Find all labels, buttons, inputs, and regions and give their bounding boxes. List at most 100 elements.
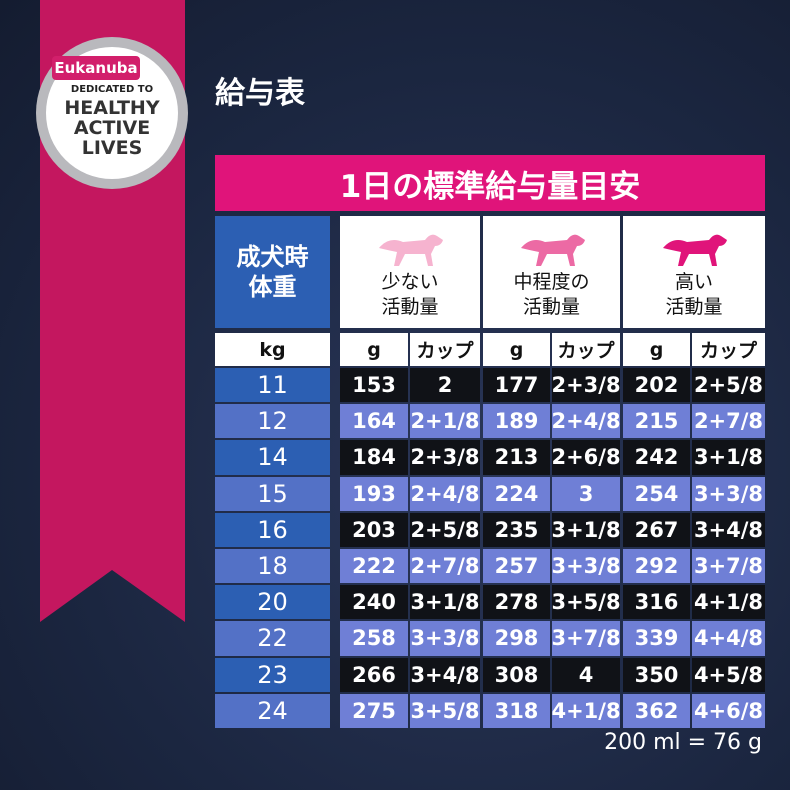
amount-cell: 3 — [552, 476, 620, 511]
weight-cell: 14 — [215, 440, 330, 475]
activity-header: 高い 活動量 — [623, 216, 765, 328]
amount-cell: 278 — [483, 585, 550, 620]
amount-cell: 203 — [340, 512, 408, 547]
amount-cell: 350 — [623, 657, 690, 692]
amount-cell: 193 — [340, 476, 408, 511]
header-line: 高い — [674, 271, 713, 293]
amount-cell: 224 — [483, 476, 550, 511]
header-line: 活動量 — [665, 296, 723, 318]
amount-cell: 3+5/8 — [551, 585, 621, 620]
amount-cell: 3+1/8 — [410, 585, 480, 620]
brand-plate — [52, 56, 140, 80]
amount-cell: 240 — [340, 585, 408, 620]
unit-header: g — [340, 333, 408, 366]
amount-cell: 308 — [483, 657, 550, 692]
amount-cell: 3+3/8 — [692, 476, 765, 511]
weight-cell: 15 — [215, 476, 330, 511]
amount-cell: 266 — [340, 657, 408, 692]
amount-cell: 153 — [340, 368, 408, 403]
unit-header: カップ — [552, 333, 620, 366]
amount-cell: 202 — [623, 368, 690, 403]
amount-cell: 2+3/8 — [551, 368, 621, 403]
header-line: 成犬時 — [236, 243, 309, 271]
amount-cell: 292 — [623, 549, 690, 584]
amount-cell: 2+4/8 — [551, 404, 621, 439]
weight-cell: 18 — [215, 549, 330, 584]
weight-cell: 16 — [215, 512, 330, 547]
amount-cell: 2+4/8 — [410, 476, 480, 511]
amount-cell: 242 — [623, 440, 690, 475]
activity-header: 少ない 活動量 — [340, 216, 480, 328]
weight-cell: 20 — [215, 585, 330, 620]
amount-cell: 235 — [483, 512, 550, 547]
amount-cell: 4+6/8 — [692, 693, 765, 728]
unit-header: g — [483, 333, 550, 366]
amount-cell: 3+7/8 — [692, 549, 765, 584]
amount-cell: 3+3/8 — [551, 549, 621, 584]
dog-icon — [663, 234, 727, 266]
amount-cell: 4+1/8 — [692, 585, 765, 620]
amount-cell: 2+1/8 — [410, 404, 480, 439]
weight-cell: 22 — [215, 621, 330, 656]
amount-cell: 298 — [483, 621, 550, 656]
table-banner: 1日の標準給与量目安 — [215, 155, 765, 211]
badge-text: DEDICATED TO — [70, 84, 154, 95]
amount-cell: 3+3/8 — [410, 621, 480, 656]
amount-cell: 2 — [410, 368, 480, 403]
activity-header: 中程度の 活動量 — [483, 216, 620, 328]
header-line: 中程度の — [513, 271, 590, 293]
amount-cell: 222 — [340, 549, 408, 584]
amount-cell: 275 — [340, 693, 408, 728]
amount-cell: 362 — [623, 693, 690, 728]
amount-cell: 177 — [483, 368, 550, 403]
amount-cell: 164 — [340, 404, 408, 439]
amount-cell: 215 — [623, 404, 690, 439]
amount-cell: 213 — [483, 440, 550, 475]
amount-cell: 3+4/8 — [692, 512, 765, 547]
dog-icon — [520, 234, 585, 266]
weight-header: 成犬時 体重 — [215, 216, 330, 328]
amount-cell: 257 — [483, 549, 550, 584]
weight-cell: 12 — [215, 404, 330, 439]
amount-cell: 3+1/8 — [692, 440, 765, 475]
amount-cell: 3+4/8 — [410, 657, 480, 692]
dog-icon — [379, 234, 443, 266]
amount-cell: 2+3/8 — [410, 440, 480, 475]
weight-cell: 24 — [215, 693, 330, 728]
amount-cell: 318 — [483, 693, 550, 728]
header-line: 活動量 — [381, 296, 439, 318]
header-line: 活動量 — [522, 296, 580, 318]
amount-cell: 4+4/8 — [692, 621, 765, 656]
footnote: 200 ml = 76 g — [604, 730, 762, 755]
amount-cell: 339 — [623, 621, 690, 656]
page-title: 給与表 — [215, 76, 305, 111]
amount-cell: 3+5/8 — [410, 693, 480, 728]
amount-cell: 2+6/8 — [551, 440, 621, 475]
amount-cell: 258 — [340, 621, 408, 656]
unit-header: カップ — [692, 333, 765, 366]
amount-cell: 3+1/8 — [551, 512, 621, 547]
unit-header: カップ — [410, 333, 480, 366]
badge-text: HEALTHY — [64, 97, 160, 119]
amount-cell: 2+7/8 — [692, 404, 765, 439]
amount-cell: 3+7/8 — [551, 621, 621, 656]
unit-header: kg — [215, 333, 330, 366]
badge-text: ACTIVE — [73, 117, 151, 139]
header-line: 体重 — [248, 273, 297, 301]
amount-cell: 2+5/8 — [410, 512, 480, 547]
weight-cell: 11 — [215, 368, 330, 403]
amount-cell: 2+7/8 — [410, 549, 480, 584]
amount-cell: 4+1/8 — [551, 693, 621, 728]
amount-cell: 2+5/8 — [692, 368, 765, 403]
amount-cell: 254 — [623, 476, 690, 511]
amount-cell: 184 — [340, 440, 408, 475]
badge-brand: Eukanuba — [54, 59, 138, 77]
amount-cell: 267 — [623, 512, 690, 547]
unit-header: g — [623, 333, 690, 366]
header-line: 少ない — [381, 271, 439, 293]
amount-cell: 316 — [623, 585, 690, 620]
amount-cell: 189 — [483, 404, 550, 439]
amount-cell: 4 — [552, 657, 620, 692]
